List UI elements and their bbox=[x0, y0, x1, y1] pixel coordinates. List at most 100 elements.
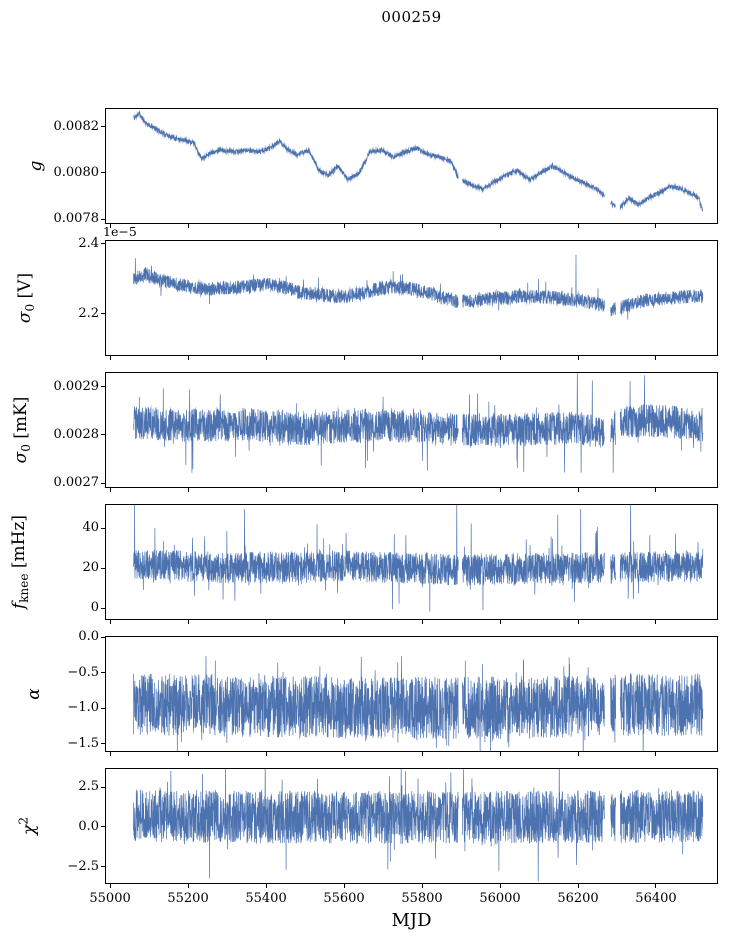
x-axis-label: MJD bbox=[391, 910, 432, 931]
x-tickmark bbox=[499, 884, 501, 888]
x-tick-label: 55000 bbox=[89, 891, 131, 906]
y-tick-label: 0.0 bbox=[78, 818, 99, 834]
x-tickmark bbox=[655, 488, 657, 492]
plot-canvas-alpha bbox=[106, 637, 717, 751]
y-tick-label: 0.0078 bbox=[53, 211, 100, 227]
y-tick-label: 20 bbox=[82, 560, 99, 575]
plot-canvas-sigma0-mk bbox=[106, 373, 717, 487]
y-tickmark bbox=[101, 218, 105, 220]
x-tickmark bbox=[187, 488, 189, 492]
panel-fknee bbox=[105, 504, 718, 620]
y-tick-label: −1.0 bbox=[67, 700, 99, 716]
y-tickmark bbox=[101, 636, 105, 638]
x-tickmark bbox=[187, 620, 189, 624]
x-tickmark bbox=[343, 752, 345, 756]
y-tick-label: −1.5 bbox=[67, 735, 99, 751]
x-tickmark bbox=[499, 224, 501, 228]
x-tickmark bbox=[421, 752, 423, 756]
x-tickmark bbox=[499, 488, 501, 492]
y-tickmark bbox=[101, 826, 105, 828]
x-tick-label: 56000 bbox=[479, 891, 521, 906]
y-tick-label: 40 bbox=[82, 520, 99, 535]
x-tickmark bbox=[187, 356, 189, 360]
panel-sigma0-mk bbox=[105, 372, 718, 488]
plot-canvas-sigma0-v bbox=[106, 241, 717, 355]
x-tickmark bbox=[421, 884, 423, 888]
x-tickmark bbox=[577, 620, 579, 624]
x-tickmark bbox=[655, 752, 657, 756]
x-tickmark bbox=[421, 620, 423, 624]
y-tickmark bbox=[101, 313, 105, 315]
x-tick-label: 55200 bbox=[167, 891, 209, 906]
x-tickmark bbox=[577, 224, 579, 228]
y-tickmark bbox=[101, 743, 105, 744]
y-tickmark bbox=[101, 707, 105, 709]
x-tickmark bbox=[109, 356, 111, 360]
x-tickmark bbox=[343, 224, 345, 228]
x-tickmark bbox=[577, 752, 579, 756]
y-axis-label-fknee: fknee [mHz] bbox=[8, 514, 32, 610]
y-tick-label: 0.0082 bbox=[53, 118, 100, 134]
y-tickmark bbox=[101, 386, 105, 387]
y-tick-label: 0.0029 bbox=[53, 378, 100, 394]
x-tickmark bbox=[343, 620, 345, 624]
x-tickmark bbox=[499, 752, 501, 756]
y-axis-offset-label: 1e−5 bbox=[103, 224, 137, 239]
y-tickmark bbox=[101, 786, 105, 788]
x-tickmark bbox=[655, 620, 657, 624]
y-tickmark bbox=[101, 243, 105, 244]
panel-alpha bbox=[105, 636, 718, 752]
y-tick-label: −0.5 bbox=[67, 664, 99, 680]
x-tickmark bbox=[109, 752, 111, 756]
x-tickmark bbox=[265, 620, 267, 624]
x-tickmark bbox=[109, 620, 111, 624]
x-tickmark bbox=[421, 488, 423, 492]
x-tickmark bbox=[265, 488, 267, 492]
y-tickmark bbox=[101, 567, 105, 569]
y-axis-label-alpha: α bbox=[24, 688, 44, 700]
x-tickmark bbox=[499, 356, 501, 360]
x-tickmark bbox=[655, 884, 657, 888]
x-tickmark bbox=[577, 356, 579, 360]
y-tick-label: −2.5 bbox=[67, 858, 99, 874]
plot-canvas-chi2 bbox=[106, 769, 717, 883]
x-tick-label: 55400 bbox=[245, 891, 287, 906]
x-tickmark bbox=[421, 356, 423, 360]
x-tickmark bbox=[187, 884, 189, 888]
x-tickmark bbox=[343, 356, 345, 360]
y-tick-label: 0.0027 bbox=[53, 475, 100, 491]
x-tick-label: 55600 bbox=[323, 891, 365, 906]
plot-canvas-fknee bbox=[106, 505, 717, 619]
y-tick-label: 0.0080 bbox=[53, 164, 100, 180]
y-tick-label: 0.0028 bbox=[53, 426, 100, 442]
figure-title: 000259 bbox=[381, 8, 442, 26]
y-tickmark bbox=[101, 527, 105, 529]
x-tickmark bbox=[265, 752, 267, 756]
y-tickmark bbox=[101, 866, 105, 868]
y-tick-label: 2.2 bbox=[78, 305, 99, 321]
x-tickmark bbox=[187, 224, 189, 228]
y-tickmark bbox=[101, 672, 105, 674]
x-tickmark bbox=[499, 620, 501, 624]
x-tickmark bbox=[421, 224, 423, 228]
y-axis-label-chi2: χ2 bbox=[16, 817, 40, 835]
y-axis-label-sigma0-v: σ0 [V] bbox=[14, 272, 38, 324]
x-tickmark bbox=[265, 884, 267, 888]
y-tickmark bbox=[101, 482, 105, 484]
x-tick-label: 56400 bbox=[635, 891, 677, 906]
x-tickmark bbox=[109, 224, 111, 228]
y-tick-label: 2.5 bbox=[78, 779, 99, 795]
y-axis-label-sigma0-mk: σ0 [mK] bbox=[10, 396, 34, 464]
panel-chi2 bbox=[105, 768, 718, 884]
x-tickmark bbox=[655, 356, 657, 360]
x-tick-label: 55800 bbox=[401, 891, 443, 906]
x-tickmark bbox=[343, 488, 345, 492]
panel-g bbox=[105, 108, 718, 224]
y-tickmark bbox=[101, 607, 105, 609]
y-tick-label: 0 bbox=[90, 600, 99, 615]
y-tickmark bbox=[101, 172, 105, 174]
x-tickmark bbox=[265, 356, 267, 360]
y-tick-label: 2.4 bbox=[78, 235, 99, 251]
y-tickmark bbox=[101, 434, 105, 436]
